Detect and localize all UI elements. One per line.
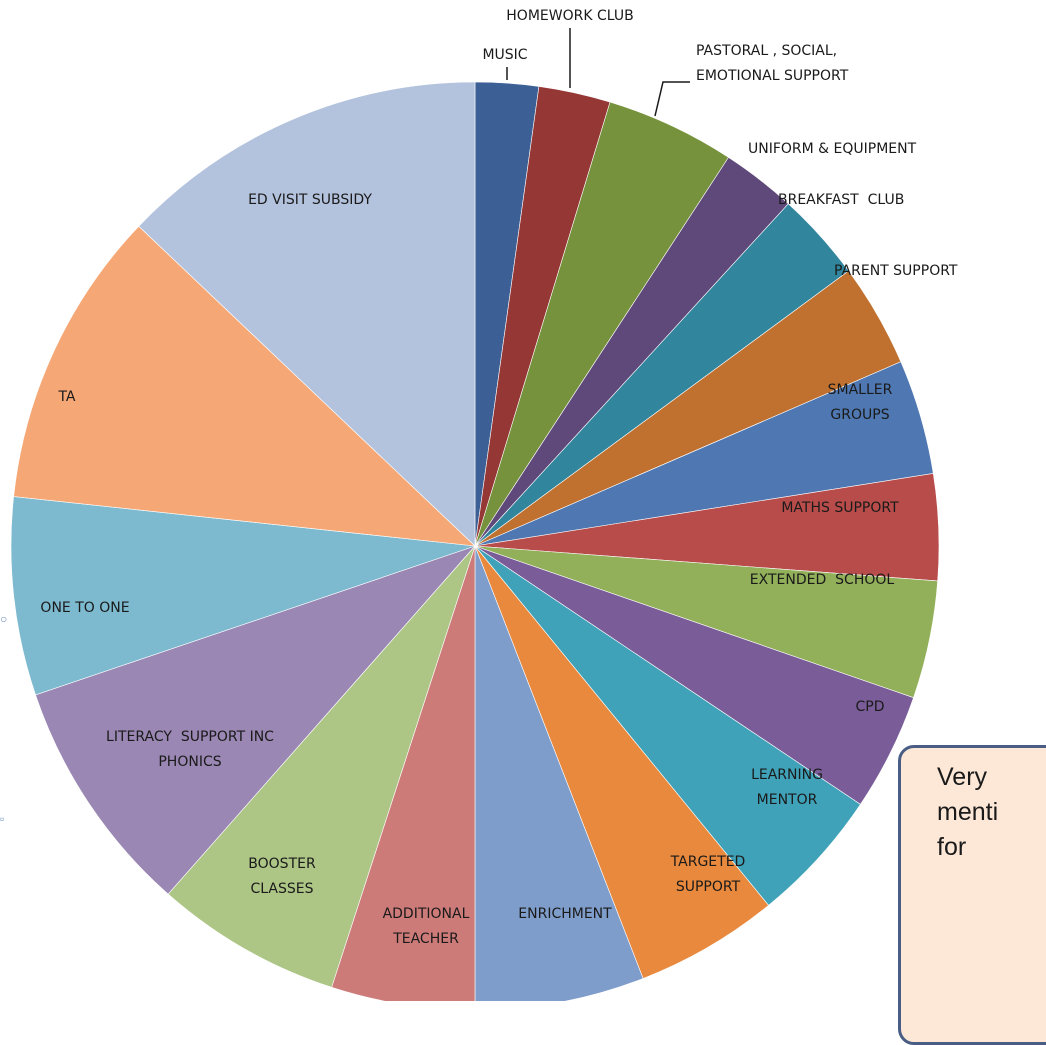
slice-label: ADDITIONAL TEACHER [383,906,470,947]
pie-slice [10,496,476,696]
slice-label: TA [57,389,75,405]
slice-label: ONE TO ONE [40,600,129,616]
slice-label: LITERACY SUPPORT INC PHONICS [106,729,274,770]
slice-label: TARGETED SUPPORT [670,854,746,895]
callout-text: Very menti for [937,763,999,861]
slice-label: ENRICHMENT [518,906,612,922]
slice-label: BREAKFAST CLUB [778,192,904,208]
slice-label: PARENT SUPPORT [834,263,958,279]
slice-label: LEARNING MENTOR [751,767,823,808]
slice-label: PASTORAL , SOCIAL, EMOTIONAL SUPPORT [696,43,849,84]
slice-label: MATHS SUPPORT [781,500,899,516]
slice-label: MUSIC [482,47,527,63]
slice-label: BOOSTER CLASSES [248,856,316,897]
pie-slice [35,545,476,895]
pie-chart: MUSIC HOMEWORK CLUB PASTORAL , SOCIAL, EMOT… [10,8,958,1001]
slice-label: SMALLER GROUPS [828,382,893,423]
slice-label: EXTENDED SCHOOL [750,572,895,588]
callout-box: Very menti for [898,745,1046,1045]
edge-artifact: ▫ [0,812,5,826]
pie-slice [474,545,769,979]
slice-label: HOMEWORK CLUB [506,8,633,24]
pie-slice [331,545,476,1001]
pie-slice [167,545,476,988]
slice-label: CPD [856,699,885,715]
edge-artifact: ○ [0,612,8,626]
pie-slice [13,225,476,547]
slice-label: UNIFORM & EQUIPMENT [748,141,917,157]
pie-slice [474,545,644,1001]
pie-slice [138,81,476,547]
slice-label: ED VISIT SUBSIDY [248,192,372,208]
leader-line [654,81,690,117]
